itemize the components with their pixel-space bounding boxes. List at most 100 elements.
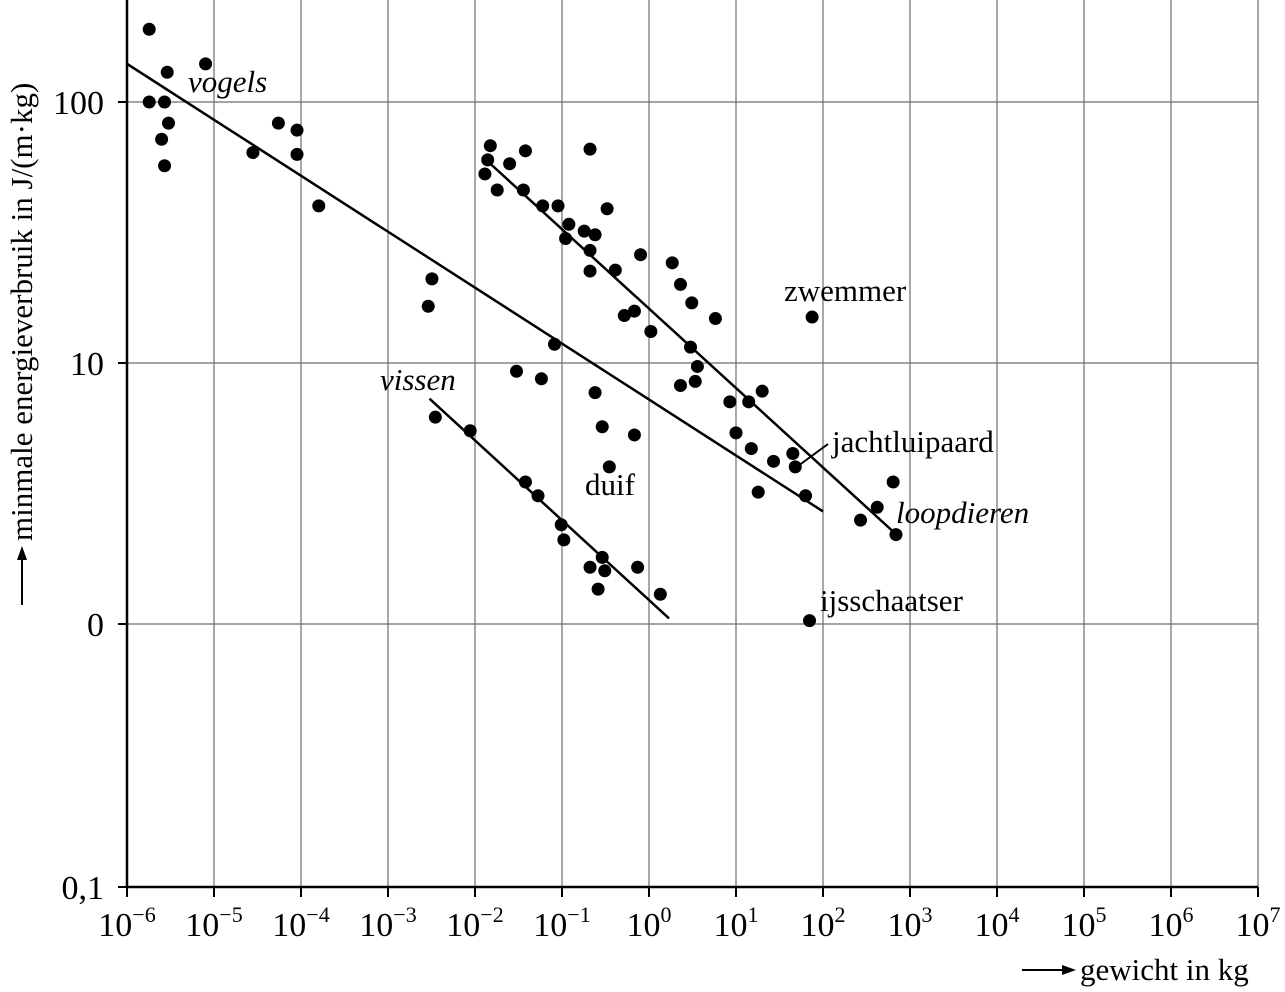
data-point-vogels (548, 337, 562, 351)
annotation-vissen: vissen (380, 362, 456, 397)
data-point-vissen (583, 560, 597, 574)
x-tick-label: 10−3 (359, 902, 416, 944)
data-point-loopdieren (685, 296, 699, 310)
data-point-loopdieren (751, 485, 765, 499)
data-point-loopdieren (600, 202, 614, 216)
x-tick-label: 10−6 (98, 902, 155, 944)
data-point-loopdieren (889, 528, 903, 542)
data-point-loopdieren (617, 309, 631, 323)
data-point-loopdieren (478, 167, 492, 181)
data-point-vissen (531, 489, 545, 503)
data-point-vogels (155, 132, 169, 146)
x-axis-label-text: gewicht in kg (1080, 952, 1249, 987)
grid (118, 0, 1259, 897)
y-axis-label: minmale energieverbruik in J/(m·kg) (4, 83, 39, 605)
data-point-vogels (199, 57, 213, 71)
data-point-vogels (158, 159, 172, 173)
data-point-vissen (595, 550, 609, 564)
data-point-loopdieren (481, 153, 495, 167)
x-tick-label: 102 (801, 902, 846, 944)
data-point-series-3 (805, 310, 819, 324)
data-point-vogels (588, 386, 602, 400)
y-tick-label: 0,1 (62, 870, 105, 907)
x-tick-labels: 10−6 10−5 10−4 10−3 10−2 10−1 100 101 102 103 104 1… (98, 902, 1280, 944)
y-axis-label-text: minmale energieverbruik in J/(m·kg) (4, 83, 39, 541)
x-tick-label: 10−4 (272, 902, 329, 944)
x-axis-label: gewicht in kg (1022, 952, 1249, 987)
x-tick-label: 10−1 (533, 902, 590, 944)
data-point-loopdieren (742, 395, 756, 409)
data-point-loopdieren (588, 228, 602, 242)
data-point-vogels (425, 272, 439, 286)
data-point-loopdieren (516, 183, 530, 197)
data-point-loopdieren (729, 426, 743, 440)
data-point-loopdieren (559, 231, 573, 245)
data-point-vissen (554, 518, 568, 532)
data-point-loopdieren (788, 460, 802, 474)
data-point-loopdieren (634, 248, 648, 262)
data-point-loopdieren (684, 340, 698, 354)
data-point-loopdieren (608, 263, 622, 277)
x-tick-label: 104 (975, 902, 1020, 944)
data-point-loopdieren (665, 256, 679, 270)
data-points (142, 22, 903, 628)
x-tick-label: 106 (1149, 902, 1194, 944)
annotation-ijsschaatser: ijsschaatser (820, 583, 964, 618)
data-point-loopdieren (690, 359, 704, 373)
data-point-vissen (557, 533, 571, 547)
y-axis-label-arrowhead (17, 546, 27, 560)
data-point-vogels (627, 428, 641, 442)
data-point-loopdieren (490, 183, 504, 197)
x-tick-label: 10−5 (185, 902, 242, 944)
fit-line-vogels (126, 62, 824, 513)
data-point-loopdieren (673, 378, 687, 392)
data-point-loopdieren (767, 454, 781, 468)
data-point-loopdieren (562, 217, 576, 231)
data-point-vissen (518, 475, 532, 489)
annotation-zwemmer: zwemmer (784, 273, 907, 308)
data-point-vogels (595, 420, 609, 434)
data-point-loopdieren (799, 489, 813, 503)
x-tick-label: 107 (1236, 902, 1281, 944)
data-point-loopdieren (723, 395, 737, 409)
data-point-loopdieren (870, 500, 884, 514)
data-point-loopdieren (518, 144, 532, 158)
data-point-vogels (510, 364, 524, 378)
data-point-loopdieren (583, 243, 597, 257)
data-point-loopdieren (886, 475, 900, 489)
data-point-loopdieren (755, 384, 769, 398)
fit-lines (126, 62, 898, 620)
data-point-vogels (142, 95, 156, 109)
data-point-vissen (631, 560, 645, 574)
jachtluipaard-pointer (797, 443, 829, 467)
data-point-vogels (421, 299, 435, 313)
data-point-loopdieren (673, 277, 687, 291)
data-point-vogels (160, 65, 174, 79)
data-point-loopdieren (551, 199, 565, 213)
data-point-vissen (591, 582, 605, 596)
annotation-duif: duif (585, 467, 636, 502)
data-point-vogels (290, 123, 304, 137)
data-point-vogels (534, 372, 548, 386)
data-point-vissen (428, 410, 442, 424)
data-point-loopdieren (577, 224, 591, 238)
data-point-loopdieren (583, 264, 597, 278)
data-point-vissen (598, 564, 612, 578)
data-point-vogels (142, 22, 156, 36)
annotation-jachtluipaard: jachtluipaard (831, 424, 994, 459)
data-point-loopdieren (503, 157, 517, 171)
data-point-loopdieren (708, 312, 722, 326)
data-point-loopdieren (627, 304, 641, 318)
data-point-vogels (246, 146, 260, 160)
axes (125, 0, 1258, 889)
data-point-loopdieren (688, 374, 702, 388)
data-point-loopdieren (854, 513, 868, 527)
data-point-loopdieren (583, 142, 597, 156)
data-point-vogels (162, 116, 176, 130)
data-point-loopdieren (483, 139, 497, 153)
data-point-vogels (158, 95, 172, 109)
data-point-vogels (271, 116, 285, 130)
x-axis-label-arrowhead (1062, 965, 1076, 975)
data-point-series-4 (803, 614, 817, 628)
